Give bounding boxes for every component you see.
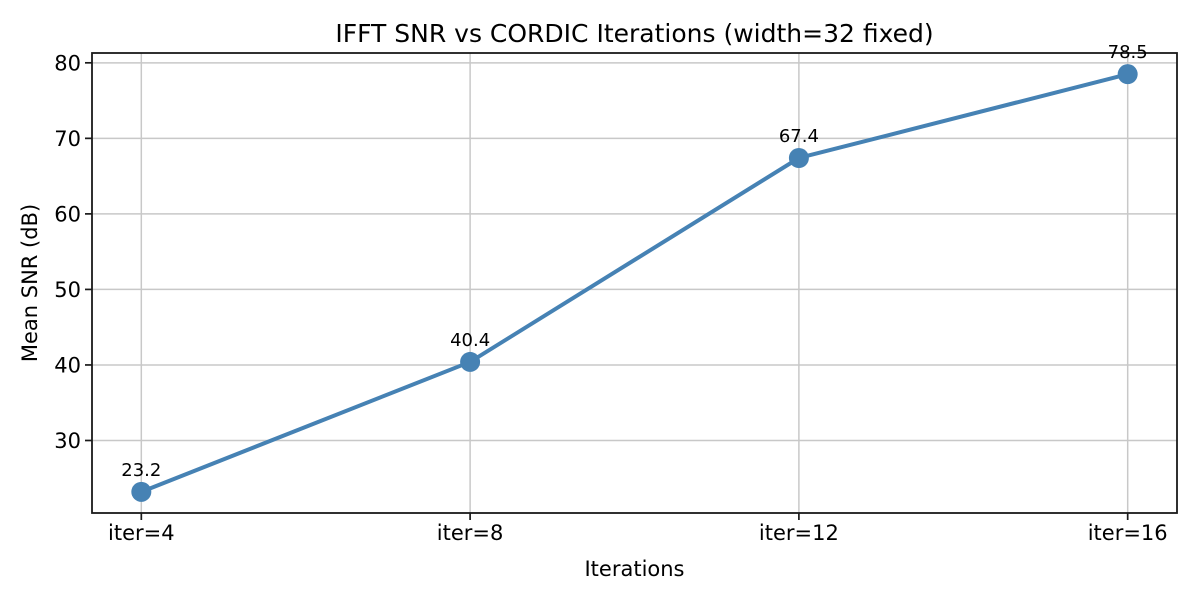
- x-tick-label: iter=4: [108, 521, 175, 545]
- chart-title: IFFT SNR vs CORDIC Iterations (width=32 …: [335, 19, 933, 48]
- series-layer: [131, 64, 1138, 502]
- plot-border: [91, 52, 1178, 514]
- y-tick-label: 40: [54, 353, 81, 377]
- y-tick-label: 50: [54, 278, 81, 302]
- data-point-label: 23.2: [121, 460, 161, 481]
- data-point-label: 78.5: [1108, 42, 1148, 63]
- y-axis-title: Mean SNR (dB): [18, 204, 42, 362]
- data-point: [131, 481, 152, 502]
- y-tick-label: 70: [54, 127, 81, 151]
- x-tick-label: iter=12: [759, 521, 839, 545]
- x-tick-label: iter=8: [437, 521, 504, 545]
- y-tick-label: 80: [54, 51, 81, 75]
- grid-layer: [92, 53, 1177, 513]
- data-point: [788, 147, 809, 168]
- data-point: [460, 351, 481, 372]
- x-axis-title: Iterations: [584, 557, 684, 581]
- annotation-layer: 23.2 40.4 67.4 78.5: [121, 42, 1147, 481]
- series-line: [139, 72, 1130, 494]
- data-point: [1117, 64, 1138, 85]
- y-tick-label: 30: [54, 429, 81, 453]
- data-point-label: 40.4: [450, 330, 490, 351]
- data-point-label: 67.4: [779, 126, 819, 147]
- x-tick-label: iter=16: [1088, 521, 1168, 545]
- y-tick-label: 60: [54, 202, 81, 226]
- axes-layer: 30 40 50 60 70 80 iter=4 iter=8 iter=12 iter=16: [54, 51, 1178, 545]
